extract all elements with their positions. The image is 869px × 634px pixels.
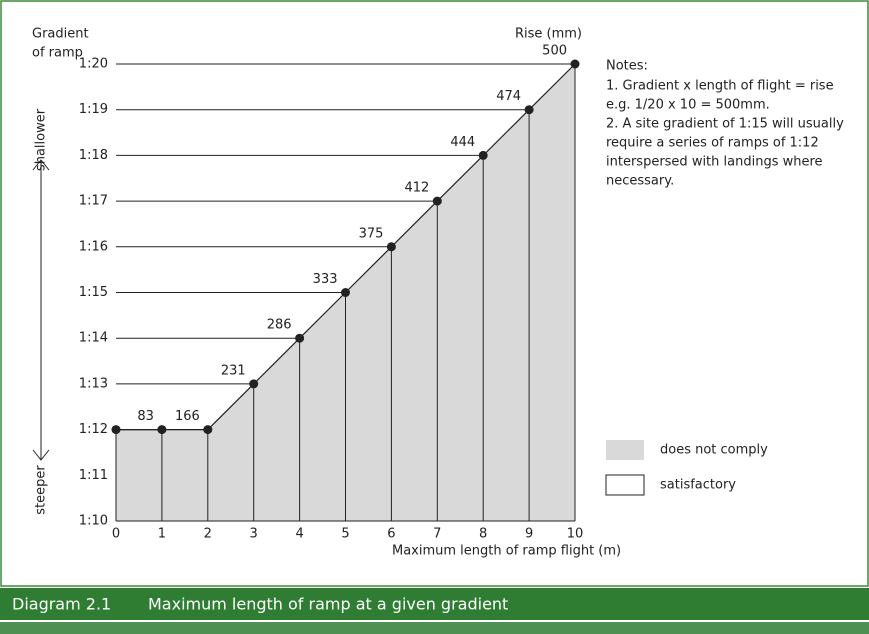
- note-line: necessary.: [606, 174, 674, 189]
- rise-label: 333: [313, 272, 338, 287]
- point: [249, 379, 259, 389]
- y-label: Gradient: [32, 27, 89, 42]
- x-tick-label: 7: [433, 527, 441, 542]
- x-tick-label: 9: [525, 527, 533, 542]
- point: [295, 333, 305, 343]
- point: [157, 425, 167, 435]
- x-tick-label: 3: [250, 527, 258, 542]
- rise-label: 474: [496, 89, 521, 104]
- notes-title: Notes:: [606, 59, 648, 74]
- rise-label: Rise (mm): [515, 27, 582, 42]
- y-tick-label: 1:17: [79, 194, 108, 209]
- point: [570, 59, 580, 69]
- rise-label: 412: [404, 181, 429, 196]
- point: [432, 196, 442, 206]
- point: [111, 425, 121, 435]
- y-tick-label: 1:11: [79, 468, 108, 483]
- direction-label: steeper: [34, 465, 49, 515]
- note-line: require a series of ramps of 1:12: [606, 136, 819, 151]
- legend-swatch: [605, 474, 645, 496]
- x-tick-label: 2: [204, 527, 212, 542]
- rise-label: 444: [450, 135, 475, 150]
- y-tick-label: 1:20: [79, 57, 108, 72]
- y-tick-label: 1:15: [79, 285, 108, 300]
- direction-arrow: [32, 159, 50, 461]
- x-tick-label: 4: [295, 527, 303, 542]
- y-tick-label: 1:10: [79, 514, 108, 529]
- y-tick-label: 1:18: [79, 148, 108, 163]
- x-tick-label: 1: [158, 527, 166, 542]
- direction-label: shallower: [34, 108, 49, 171]
- point: [203, 425, 213, 435]
- rise-label: 83: [137, 409, 154, 424]
- point: [341, 288, 350, 297]
- note-line: 2. A site gradient of 1:15 will usually: [606, 117, 844, 132]
- y-tick-label: 1:19: [79, 102, 108, 117]
- legend-label: does not comply: [660, 443, 768, 458]
- point: [386, 242, 396, 252]
- rise-label: 286: [267, 318, 292, 333]
- y-label: of ramp: [32, 46, 83, 61]
- note-line: interspersed with landings where: [606, 155, 823, 170]
- x-tick-label: 8: [479, 527, 487, 542]
- note-line: 1. Gradient x length of flight = rise: [606, 79, 834, 94]
- y-tick-label: 1:14: [79, 331, 108, 346]
- caption-text: Maximum length of ramp at a given gradie…: [148, 595, 508, 614]
- note-line: e.g. 1/20 x 10 = 500mm.: [606, 98, 770, 113]
- y-tick-label: 1:12: [79, 422, 108, 437]
- x-tick-label: 6: [387, 527, 395, 542]
- x-tick-label: 5: [341, 527, 349, 542]
- caption-bar: Diagram 2.1 Maximum length of ramp at a …: [0, 588, 869, 634]
- x-tick-label: 10: [567, 527, 584, 542]
- rise-label: 500: [542, 44, 567, 59]
- legend-label: satisfactory: [660, 478, 736, 493]
- legend-swatch: [606, 440, 644, 460]
- caption-number: Diagram 2.1: [12, 595, 111, 614]
- y-tick-label: 1:13: [79, 376, 108, 391]
- x-label: Maximum length of ramp flight (m): [392, 544, 621, 559]
- rise-label: 231: [221, 363, 246, 378]
- point: [524, 105, 534, 115]
- x-tick-label: 0: [112, 527, 120, 542]
- rise-label: 166: [175, 409, 200, 424]
- y-tick-label: 1:16: [79, 239, 108, 254]
- point: [478, 150, 488, 160]
- rise-label: 375: [359, 226, 384, 241]
